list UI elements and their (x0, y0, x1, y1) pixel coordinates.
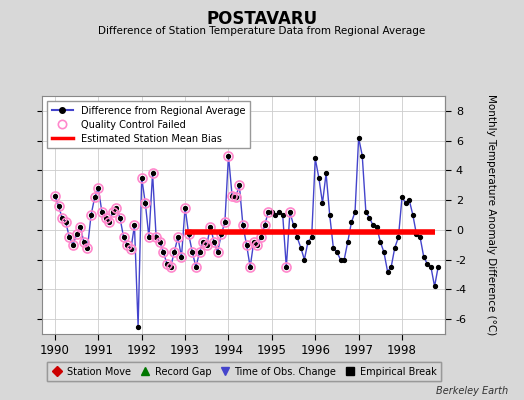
Text: Difference of Station Temperature Data from Regional Average: Difference of Station Temperature Data f… (99, 26, 425, 36)
Legend: Station Move, Record Gap, Time of Obs. Change, Empirical Break: Station Move, Record Gap, Time of Obs. C… (47, 362, 441, 382)
Text: POSTAVARU: POSTAVARU (206, 10, 318, 28)
Text: Berkeley Earth: Berkeley Earth (436, 386, 508, 396)
Y-axis label: Monthly Temperature Anomaly Difference (°C): Monthly Temperature Anomaly Difference (… (486, 94, 496, 336)
